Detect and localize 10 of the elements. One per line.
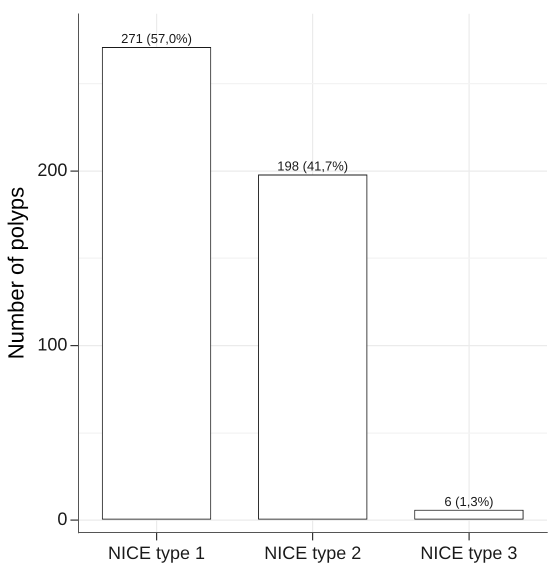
data-label: 6 (1,3%) bbox=[444, 494, 494, 509]
data-label: 198 (41,7%) bbox=[277, 158, 348, 174]
x-tick-label: NICE type 3 bbox=[420, 543, 518, 564]
y-tick-label: 200 bbox=[37, 160, 68, 180]
y-axis-title: Number of polyps bbox=[3, 186, 28, 360]
x-tick-label: NICE type 1 bbox=[108, 543, 206, 564]
x-tick-label: NICE type 2 bbox=[264, 543, 362, 564]
y-tick-label: 0 bbox=[57, 509, 68, 530]
data-label: 271 (57,0%) bbox=[121, 31, 192, 46]
y-tick-label: 100 bbox=[37, 334, 68, 355]
